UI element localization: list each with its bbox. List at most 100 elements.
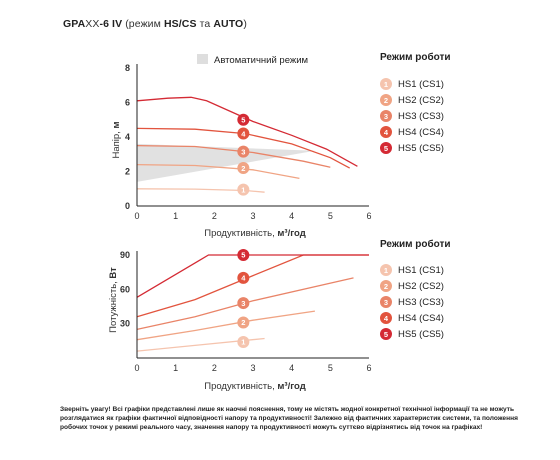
head-markers: 1 2 3 4 5 [237, 113, 250, 196]
legend-marker: 5 [380, 142, 392, 154]
power-y-axis-label: Потужність, Вт [108, 267, 119, 333]
chart-title: GPAXX-6 IV (режим HS/CS та AUTO) [63, 18, 247, 30]
power-axes [136, 251, 369, 359]
power-marker-hs1 [237, 335, 250, 348]
legend-label: HS1 (CS1) [398, 264, 444, 276]
legend-item-hs4: 4 HS4 (CS4) [380, 124, 444, 140]
head-ticks: 0 1 2 3 4 5 6 0 2 4 6 8 [125, 63, 372, 221]
legend-label: HS5 (CS5) [398, 328, 444, 340]
legend-marker: 3 [380, 296, 392, 308]
legend-bottom: 1 HS1 (CS1) 2 HS2 (CS2) 3 HS3 (CS3) 4 HS4 (CS4)… [380, 262, 444, 342]
power-marker-hs3 [237, 297, 250, 310]
head-x-tick-label: 1 [173, 211, 178, 221]
head-series-line-hs3 [136, 144, 331, 168]
power-series-line-hs2 [136, 310, 315, 341]
legend-marker: 2 [380, 280, 392, 292]
legend-item-hs5: 5 HS5 (CS5) [380, 326, 444, 342]
head-series [136, 96, 358, 193]
power-marker-hs5 [237, 249, 250, 261]
shade-legend-label: Автоматичний режим [214, 55, 308, 66]
auto-mode-region [137, 143, 315, 182]
legend-marker: 5 [380, 328, 392, 340]
head-y-tick-label: 4 [125, 132, 130, 142]
legend-item-hs2: 2 HS2 (CS2) [380, 278, 444, 294]
legend-title-bottom: Режим роботи [380, 239, 451, 250]
power-series-line-hs5 [136, 254, 369, 298]
head-marker-label-hs2: 2 [241, 164, 245, 173]
legend-label: HS3 (CS3) [398, 296, 444, 308]
power-x-tick-label: 0 [134, 363, 139, 373]
legend-title-top: Режим роботи [380, 52, 451, 63]
legend-item-hs2: 2 HS2 (CS2) [380, 92, 444, 108]
head-x-tick-label: 6 [366, 211, 371, 221]
head-marker-hs1 [237, 183, 250, 196]
legend-top: 1 HS1 (CS1) 2 HS2 (CS2) 3 HS3 (CS3) 4 HS4 (CS4)… [380, 76, 444, 156]
head-marker-label-hs5: 5 [241, 115, 245, 124]
auto-mode-shade [137, 143, 315, 182]
legend-label: HS4 (CS4) [398, 126, 444, 138]
head-x-axis-label: Продуктивність, м³/год [204, 228, 306, 239]
legend-label: HS2 (CS2) [398, 94, 444, 106]
power-y-tick-label: 90 [120, 250, 130, 260]
legend-label: HS3 (CS3) [398, 110, 444, 122]
power-series-line-hs3 [136, 277, 354, 331]
head-x-tick-label: 2 [212, 211, 217, 221]
head-y-tick-label: 6 [125, 98, 130, 108]
legend-marker: 4 [380, 126, 392, 138]
legend-item-hs5: 5 HS5 (CS5) [380, 140, 444, 156]
legend-marker: 3 [380, 110, 392, 122]
power-chart: 0 1 2 3 4 5 6 30 60 90 1 2 3 4 5 Продуктивність, м³/г… [108, 249, 372, 392]
head-x-tick-label: 3 [250, 211, 255, 221]
head-x-tick-label: 0 [134, 211, 139, 221]
head-series-line-hs2 [136, 163, 300, 180]
shade-legend: Автоматичний режим [197, 54, 308, 66]
legend-marker: 1 [380, 264, 392, 276]
power-x-axis-label: Продуктивність, м³/год [204, 381, 306, 392]
power-x-tick-label: 6 [366, 363, 371, 373]
head-marker-hs3 [237, 145, 250, 158]
legend-item-hs3: 3 HS3 (CS3) [380, 108, 444, 124]
head-y-tick-label: 8 [125, 63, 130, 73]
legend-marker: 2 [380, 94, 392, 106]
legend-marker: 1 [380, 78, 392, 90]
power-ticks: 0 1 2 3 4 5 6 30 60 90 [120, 250, 372, 373]
head-marker-label-hs1: 1 [241, 185, 245, 194]
legend-item-hs4: 4 HS4 (CS4) [380, 310, 444, 326]
head-y-tick-label: 0 [125, 201, 130, 211]
power-series-line-hs4 [136, 254, 369, 318]
head-chart: 0 1 2 3 4 5 6 0 2 4 6 8 1 2 3 4 5 Автоматичний режим Пр… [111, 54, 372, 239]
power-x-tick-label: 4 [289, 363, 294, 373]
head-x-tick-label: 4 [289, 211, 294, 221]
head-y-tick-label: 2 [125, 167, 130, 177]
head-marker-label-hs3: 3 [241, 147, 245, 156]
power-marker-label-hs4: 4 [241, 274, 246, 283]
power-marker-hs4 [237, 271, 250, 284]
legend-item-hs1: 1 HS1 (CS1) [380, 76, 444, 92]
legend-label: HS1 (CS1) [398, 78, 444, 90]
head-series-line-hs1 [136, 188, 265, 193]
power-x-tick-label: 5 [328, 363, 333, 373]
head-marker-label-hs4: 4 [241, 129, 246, 138]
power-marker-label-hs2: 2 [241, 318, 245, 327]
head-marker-hs4 [237, 127, 250, 140]
legend-label: HS5 (CS5) [398, 142, 444, 154]
legend-item-hs1: 1 HS1 (CS1) [380, 262, 444, 278]
power-y-tick-label: 30 [120, 319, 130, 329]
power-marker-label-hs3: 3 [241, 299, 245, 308]
legend-label: HS4 (CS4) [398, 312, 444, 324]
power-marker-label-hs1: 1 [241, 338, 245, 347]
legend-label: HS2 (CS2) [398, 280, 444, 292]
legend-marker: 4 [380, 312, 392, 324]
power-x-tick-label: 3 [250, 363, 255, 373]
head-y-axis-label: Напір, м [111, 122, 122, 159]
power-series [136, 254, 369, 352]
power-y-tick-label: 60 [120, 284, 130, 294]
head-marker-hs5 [237, 113, 250, 126]
disclaimer-note: Зверніть увагу! Всі графіки представлені… [60, 406, 518, 431]
shade-legend-swatch [197, 54, 208, 64]
power-markers: 1 2 3 4 5 [237, 249, 250, 348]
head-x-tick-label: 5 [328, 211, 333, 221]
legend-item-hs3: 3 HS3 (CS3) [380, 294, 444, 310]
power-marker-label-hs5: 5 [241, 251, 245, 260]
